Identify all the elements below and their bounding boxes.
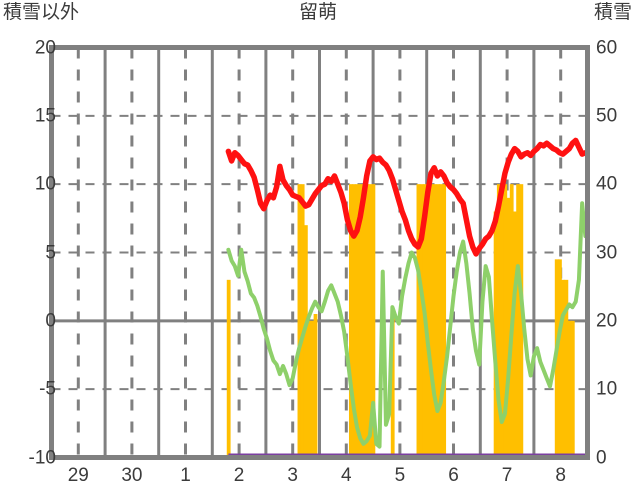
right-ytick-label: 20 <box>596 310 618 332</box>
left-ytick-label: -5 <box>39 378 56 400</box>
right-ytick-label: 10 <box>596 378 618 400</box>
snow-depth-bars <box>226 184 575 458</box>
right-ytick-label: 30 <box>596 242 618 263</box>
right-ytick-label: 50 <box>596 105 618 127</box>
x-tick-label: 7 <box>501 465 513 486</box>
x-tick-label: 6 <box>448 465 459 486</box>
x-tick-label: 2 <box>233 465 245 486</box>
x-tick-label: 1 <box>180 465 191 486</box>
left-axis-title: 積雪以外 <box>3 2 80 23</box>
left-ytick-label: 5 <box>45 242 56 263</box>
left-ytick-label: 10 <box>34 173 56 195</box>
plot-area <box>49 45 590 460</box>
left-ytick-label: -10 <box>28 447 56 468</box>
x-tick-label: 30 <box>121 465 143 486</box>
right-ytick-label: 60 <box>596 37 618 58</box>
x-tick-label: 4 <box>341 465 352 486</box>
x-tick-label: 8 <box>555 465 566 486</box>
plot-canvas <box>51 47 589 459</box>
left-ytick-label: 20 <box>34 37 56 58</box>
right-ytick-label: 40 <box>596 173 618 195</box>
right-ytick-label: 0 <box>596 447 607 468</box>
right-axis-title: 積雪 <box>593 2 632 23</box>
left-ytick-label: 15 <box>34 105 56 127</box>
left-ytick-label: 0 <box>45 310 56 332</box>
chart-title: 留萌 <box>298 2 337 23</box>
x-tick-label: 3 <box>287 465 298 486</box>
x-tick-label: 29 <box>67 465 89 486</box>
x-tick-label: 5 <box>394 465 406 486</box>
